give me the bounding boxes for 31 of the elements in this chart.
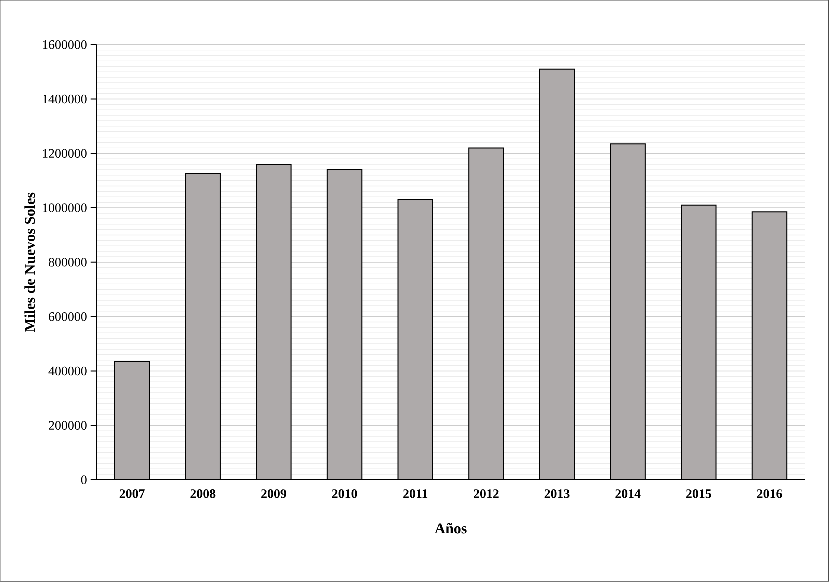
y-tick-label: 600000	[49, 312, 87, 322]
y-tick-label: 800000	[48, 258, 87, 267]
bar	[752, 212, 788, 480]
bar	[327, 170, 362, 480]
y-tick-label: 1200000	[43, 149, 87, 158]
x-tick-label: 2011	[404, 490, 428, 498]
x-axis-title: Años	[434, 523, 467, 534]
x-tick-label: 2013	[544, 490, 570, 498]
bar	[256, 164, 292, 480]
bar	[469, 148, 504, 480]
bar	[610, 144, 646, 480]
x-tick-label: 2015	[686, 490, 712, 498]
x-tick-label: 2014	[616, 490, 641, 498]
x-tick-label: 2010	[332, 490, 358, 498]
x-tick-label: 2008	[190, 490, 216, 498]
y-tick-label: 1400000	[43, 94, 87, 104]
bar	[540, 69, 575, 480]
bar	[186, 174, 220, 480]
x-tick-label: 2016	[757, 490, 782, 498]
x-tick-label: 2007	[120, 490, 145, 498]
y-tick-label: 0	[81, 476, 87, 484]
x-tick-label: 2009	[262, 490, 286, 498]
y-tick-label: 200000	[49, 421, 87, 430]
bar	[682, 205, 716, 480]
x-tick-label: 2012	[474, 490, 499, 498]
bar	[398, 200, 433, 480]
y-tick-label: 400000	[48, 366, 87, 376]
y-tick-label: 1000000	[43, 204, 87, 212]
y-axis-title: Miles de Nuevos Soles	[24, 192, 36, 332]
y-tick-label: 1600000	[43, 40, 87, 50]
bar	[114, 362, 150, 480]
